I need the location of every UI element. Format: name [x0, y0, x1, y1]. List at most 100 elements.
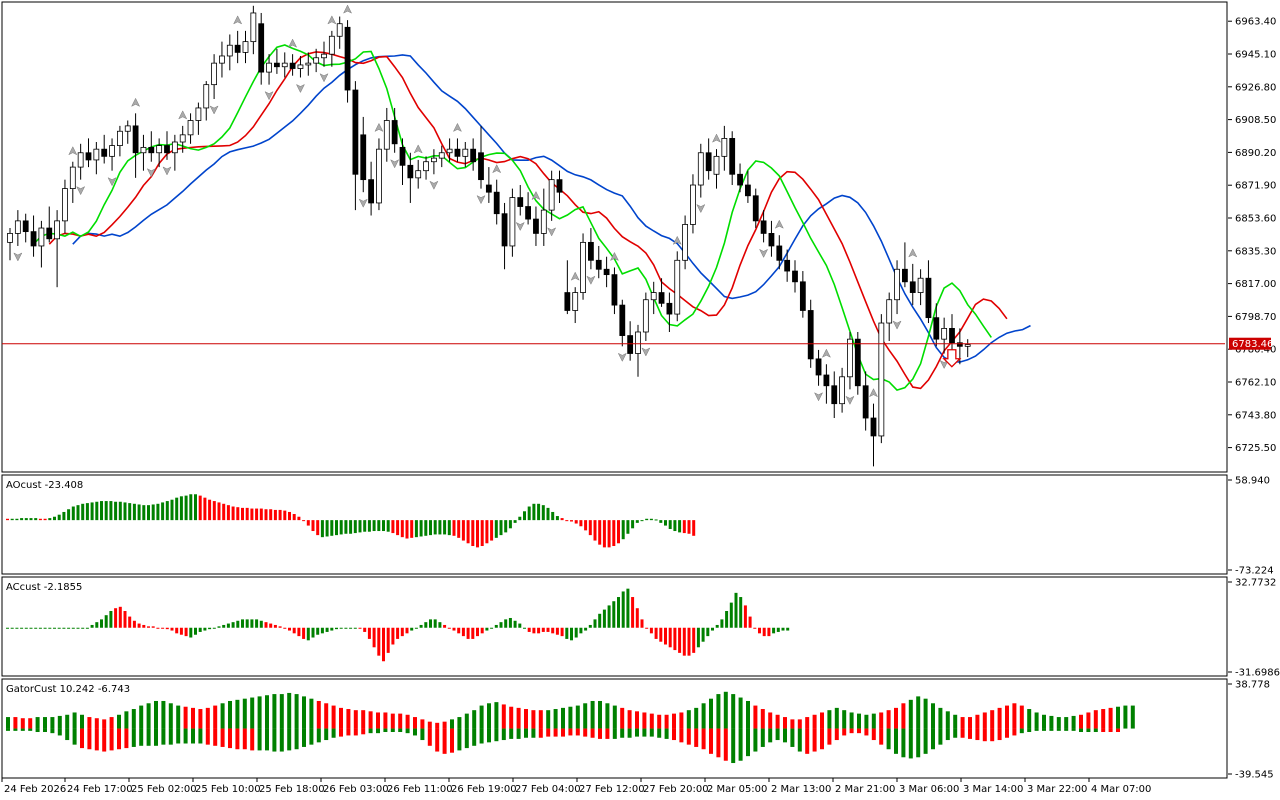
gator-lower-bar: [272, 728, 277, 752]
gator-lower-bar: [464, 728, 469, 749]
candle-body: [266, 62, 272, 73]
ac-bar: [288, 627, 291, 631]
ao-bar: [452, 520, 456, 536]
candle-body: [807, 310, 814, 360]
ac-bar: [283, 627, 287, 629]
candle-body: [501, 213, 508, 247]
gator-upper-bar: [383, 712, 388, 729]
ac-histogram: 32.7732 -31.6986: [6, 578, 1280, 679]
gator-lower-bar: [753, 728, 758, 752]
gator-lower-bar: [605, 728, 610, 739]
candle-body: [540, 209, 547, 234]
gator-upper-bar: [975, 714, 980, 729]
ao-bar: [15, 518, 19, 521]
gator-upper-bar: [627, 710, 632, 729]
gator-histogram: 38.778 -39.545: [6, 680, 1274, 781]
candle-body: [745, 184, 751, 197]
ac-bar: [664, 627, 667, 645]
candle-body: [438, 152, 445, 159]
gator-upper-bar: [612, 705, 617, 729]
ac-bar: [6, 627, 9, 629]
gator-upper-bar: [257, 696, 262, 729]
ao-bar: [400, 520, 404, 538]
gator-upper-bar: [494, 702, 499, 729]
gator-lower-bar: [154, 728, 158, 746]
candle-body: [54, 220, 60, 240]
ao-bar: [471, 520, 475, 547]
candle-body: [964, 344, 971, 347]
candle-body: [219, 55, 225, 64]
gator-upper-bar: [124, 711, 129, 729]
gator-lower-bar: [57, 728, 62, 736]
ac-bar: [226, 623, 230, 628]
ao-panel-frame: [1, 474, 1228, 575]
gator-upper-bar: [709, 698, 713, 729]
ac-bar: [565, 627, 569, 639]
ac-bar: [76, 627, 80, 629]
ao-bar: [273, 509, 277, 521]
ac-bar: [659, 627, 663, 642]
gator-lower-bar: [612, 728, 617, 739]
time-tick-label: 2 Mar 13:00: [771, 784, 831, 795]
gator-lower-bar: [1034, 728, 1039, 731]
gator-lower-bar: [50, 728, 55, 734]
candle-body: [815, 358, 822, 376]
gator-lower-bar: [457, 728, 462, 751]
ac-bar: [396, 627, 400, 639]
gator-upper-bar: [990, 710, 995, 729]
ao-bar: [90, 502, 94, 521]
ac-bar: [81, 627, 85, 629]
fractal-up-marker: [531, 190, 541, 201]
ao-bar: [29, 518, 33, 521]
ac-bar: [67, 627, 71, 629]
gator-lower-bar: [538, 728, 543, 738]
gator-upper-bar: [1005, 705, 1009, 729]
ac-bar: [673, 627, 677, 651]
gator-lower-bar: [531, 728, 536, 738]
gator-upper-bar: [931, 703, 935, 729]
gator-lower-bar: [102, 728, 107, 752]
gator-lower-bar: [783, 728, 787, 743]
gator-upper-bar: [368, 711, 373, 729]
gator-lower-bar: [28, 728, 33, 731]
gator-upper-bar: [746, 700, 750, 729]
ac-bar: [607, 605, 611, 628]
gator-upper-bar: [790, 719, 795, 729]
gator-lower-bar: [191, 728, 195, 744]
gator-upper-bar: [968, 717, 972, 729]
gator-lower-bar: [80, 728, 84, 749]
ac-bar: [269, 623, 273, 628]
ao-tick-label: 58.940: [1235, 476, 1270, 487]
gator-upper-bar: [908, 699, 913, 729]
gator-lower-bar: [834, 728, 839, 741]
ac-bar: [71, 627, 75, 629]
gator-lower-bar: [131, 728, 136, 747]
ao-bar: [236, 507, 240, 521]
gator-upper-bar: [139, 705, 144, 729]
candle-body: [603, 268, 610, 276]
ac-bar: [598, 613, 602, 628]
gator-upper-bar: [450, 719, 454, 729]
candle-body: [454, 148, 461, 157]
ac-bar: [95, 622, 99, 628]
ac-bar: [555, 627, 559, 635]
ac-bar: [15, 627, 19, 629]
price-tick-label: 6743.80: [1235, 410, 1276, 421]
gator-lower-bar: [442, 728, 447, 754]
gator-upper-bar: [1079, 714, 1083, 729]
gator-lower-bar: [1116, 728, 1120, 733]
ao-bar: [476, 520, 479, 548]
candle-body: [705, 152, 712, 172]
ao-bar: [532, 503, 536, 521]
price-tick-label: 6908.50: [1235, 115, 1276, 126]
ac-bar: [208, 627, 212, 630]
ao-bar: [490, 520, 494, 541]
gator-upper-bar: [842, 710, 847, 729]
gator-lower-bar: [1056, 728, 1061, 731]
ao-bar: [593, 520, 597, 541]
gator-upper-bar: [472, 710, 477, 729]
ac-bar: [189, 627, 193, 638]
gator-lower-bar: [72, 728, 77, 745]
fractal-up-marker: [672, 235, 682, 245]
